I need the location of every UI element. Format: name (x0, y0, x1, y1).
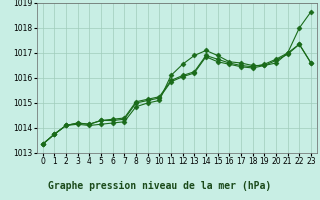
Text: Graphe pression niveau de la mer (hPa): Graphe pression niveau de la mer (hPa) (48, 181, 272, 191)
